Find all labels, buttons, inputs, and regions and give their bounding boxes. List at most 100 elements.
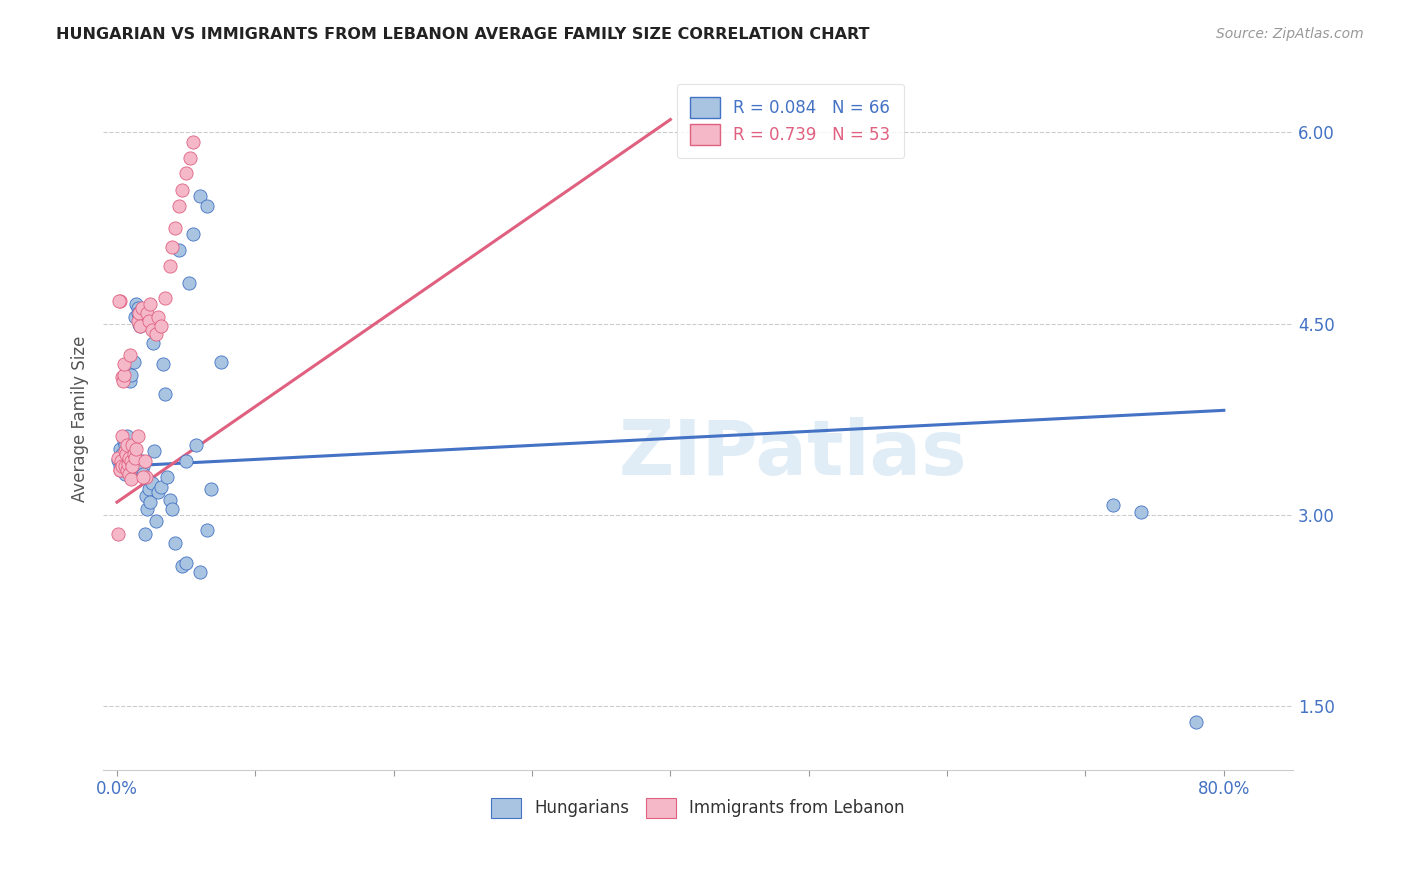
Point xyxy=(177,276,200,290)
Point xyxy=(110,459,132,474)
Point xyxy=(179,151,201,165)
Point xyxy=(128,306,150,320)
Text: ZIPatlas: ZIPatlas xyxy=(619,417,967,491)
Point xyxy=(120,472,142,486)
Point xyxy=(122,447,145,461)
Text: HUNGARIAN VS IMMIGRANTS FROM LEBANON AVERAGE FAMILY SIZE CORRELATION CHART: HUNGARIAN VS IMMIGRANTS FROM LEBANON AVE… xyxy=(56,27,870,42)
Point xyxy=(170,183,193,197)
Point xyxy=(120,374,142,388)
Point xyxy=(118,444,141,458)
Point xyxy=(121,459,143,474)
Point xyxy=(143,444,166,458)
Point xyxy=(145,514,167,528)
Point xyxy=(111,459,134,474)
Point xyxy=(162,501,184,516)
Point xyxy=(118,358,141,372)
Point xyxy=(127,314,149,328)
Point xyxy=(1102,498,1125,512)
Point xyxy=(200,483,222,497)
Point xyxy=(181,136,204,150)
Point xyxy=(120,349,142,363)
Point xyxy=(107,450,129,465)
Point xyxy=(131,459,153,474)
Point xyxy=(209,355,232,369)
Point xyxy=(165,536,187,550)
Point xyxy=(108,293,131,308)
Point xyxy=(170,558,193,573)
Point xyxy=(129,319,152,334)
Point xyxy=(150,319,173,334)
Point xyxy=(155,386,177,401)
Point xyxy=(138,483,160,497)
Point xyxy=(114,467,136,482)
Point xyxy=(118,467,141,482)
Point xyxy=(114,459,136,474)
Point xyxy=(114,444,136,458)
Point xyxy=(112,434,135,448)
Point xyxy=(128,314,150,328)
Point xyxy=(141,476,163,491)
Point xyxy=(111,370,134,384)
Point xyxy=(195,199,218,213)
Point xyxy=(121,442,143,456)
Point xyxy=(1129,505,1152,519)
Point xyxy=(129,319,152,334)
Point xyxy=(124,450,146,465)
Point xyxy=(110,450,132,465)
Point xyxy=(111,429,134,443)
Point xyxy=(122,355,145,369)
Legend: Hungarians, Immigrants from Lebanon: Hungarians, Immigrants from Lebanon xyxy=(485,791,911,825)
Point xyxy=(138,314,160,328)
Text: Source: ZipAtlas.com: Source: ZipAtlas.com xyxy=(1216,27,1364,41)
Point xyxy=(107,527,129,541)
Point xyxy=(112,454,135,468)
Point xyxy=(135,489,157,503)
Point xyxy=(134,527,156,541)
Point xyxy=(121,463,143,477)
Point xyxy=(128,317,150,331)
Point xyxy=(142,335,165,350)
Point xyxy=(115,457,138,471)
Point xyxy=(115,438,138,452)
Point xyxy=(136,306,159,320)
Point xyxy=(108,293,131,308)
Point xyxy=(117,457,139,471)
Point xyxy=(122,447,145,461)
Point xyxy=(108,463,131,477)
Point xyxy=(150,480,173,494)
Point xyxy=(152,358,174,372)
Point xyxy=(124,310,146,325)
Point xyxy=(125,459,148,474)
Point xyxy=(188,189,211,203)
Point xyxy=(159,259,181,273)
Point xyxy=(136,501,159,516)
Point xyxy=(174,454,197,468)
Point xyxy=(115,447,138,461)
Point xyxy=(132,469,155,483)
Point xyxy=(195,523,218,537)
Point xyxy=(155,291,177,305)
Point xyxy=(112,368,135,382)
Point xyxy=(127,429,149,443)
Point xyxy=(165,221,187,235)
Y-axis label: Average Family Size: Average Family Size xyxy=(72,336,89,502)
Point xyxy=(167,243,190,257)
Point xyxy=(139,297,162,311)
Point xyxy=(181,227,204,242)
Point xyxy=(117,450,139,465)
Point xyxy=(148,485,170,500)
Point xyxy=(145,326,167,341)
Point xyxy=(108,442,131,456)
Point xyxy=(112,358,135,372)
Point xyxy=(159,492,181,507)
Point xyxy=(120,368,142,382)
Point xyxy=(115,429,138,443)
Point xyxy=(111,447,134,461)
Point xyxy=(111,463,134,477)
Point xyxy=(162,240,184,254)
Point xyxy=(127,301,149,316)
Point xyxy=(139,495,162,509)
Point xyxy=(112,374,135,388)
Point xyxy=(118,450,141,465)
Point xyxy=(107,453,129,467)
